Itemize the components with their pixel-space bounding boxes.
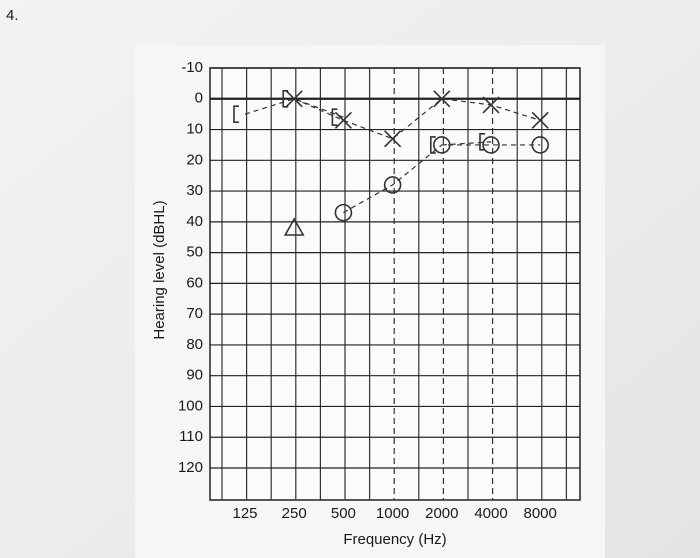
marker-circle [334,203,353,222]
y-tick-label: 100 [178,397,203,414]
y-tick-label: 30 [186,182,203,199]
marker-cross [482,96,500,114]
marker-circle [383,176,402,194]
x-tick-label: 125 [232,505,257,522]
marker-bracket [282,89,289,108]
vertical-grid [221,68,568,500]
marker-triangle [283,217,305,236]
x-tick-label: 250 [282,505,307,522]
y-tick-label: 60 [186,274,203,291]
x-tick-label: 4000 [474,505,507,522]
y-tick-label: 0 [195,90,203,107]
x-tick-label: 2000 [425,505,458,522]
marker-bracket [479,133,485,151]
series-line [293,98,541,140]
y-tick-label: 80 [186,336,203,353]
marker-bracket [430,136,436,154]
y-tick-label: 110 [179,428,203,445]
marker-cross [285,90,303,108]
x-tick-label: 500 [331,505,356,522]
marker-cross [384,130,402,148]
marker-bracket [331,108,338,127]
y-tick-label: 50 [186,244,203,261]
y-tick-label: 90 [186,367,203,384]
y-axis-label: Hearing level (dBHL) [151,200,168,339]
marker-circle [482,136,500,154]
marker-cross [531,111,549,129]
plot-frame [209,67,581,501]
y-tick-label: 20 [186,151,203,168]
question-number: 4. [6,7,19,24]
marker-cross [433,90,451,108]
y-tick-label: -10 [181,59,203,76]
x-tick-label: 1000 [376,505,409,522]
y-tick-label: 120 [178,459,203,476]
x-axis-label: Frequency (Hz) [343,531,446,548]
y-tick-label: 70 [186,305,203,322]
marker-cross [334,111,352,129]
x-tick-label: 8000 [524,505,557,522]
marker-circle [531,136,550,154]
y-tick-label: 10 [186,121,203,138]
y-tick-label: 40 [186,213,203,230]
marker-bracket [233,105,239,123]
marker-circle [432,136,451,154]
